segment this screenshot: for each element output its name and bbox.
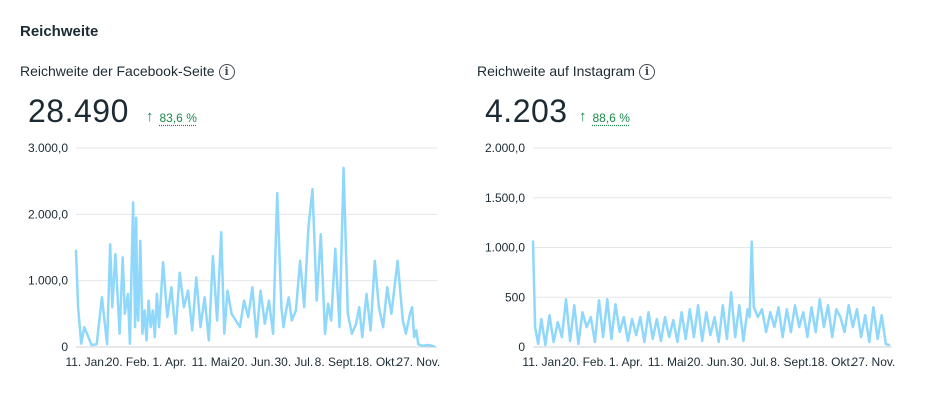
x-tick-label: 18. Okt. [811,355,853,369]
delta-badge: ↑ 88,6 % [579,108,630,126]
y-tick-label: 0 [518,340,525,354]
series-line[interactable] [531,240,891,347]
x-tick-label: 30. Jul. [730,355,769,369]
total-value: 4.203 [485,93,568,129]
panel-title-text: Reichweite der Facebook-Seite [20,63,215,79]
x-tick-label: 20. Jun. [687,355,730,369]
delta-percent[interactable]: 83,6 % [159,111,197,125]
arrow-up-icon: ↑ [579,108,587,125]
x-tick-label: 30. Jul. [274,355,313,369]
y-tick-label: 500 [505,290,525,304]
x-tick-label: 11. Mai [648,355,686,369]
x-tick-label: 11. Mai [192,355,230,369]
section-title: Reichweite [20,23,99,40]
x-tick-label: 20. Feb. [563,355,607,369]
y-tick-label: 3.000,0 [28,141,68,155]
series-line[interactable] [74,166,436,348]
x-tick-label: 8. Sept. [770,355,811,369]
x-tick-label: 27. Nov. [852,355,896,369]
y-tick-label: 2.000,0 [485,141,525,155]
y-tick-label: 1.000,0 [28,274,68,288]
info-icon[interactable]: i [638,64,655,80]
x-tick-label: 20. Feb. [106,355,150,369]
total-value: 28.490 [28,93,129,129]
y-tick-label: 0 [61,340,68,354]
x-tick-label: 1. Apr. [152,355,186,369]
arrow-up-icon: ↑ [146,108,154,125]
y-tick-label: 2.000,0 [28,207,68,221]
panel-title-text: Reichweite auf Instagram [477,63,635,79]
x-tick-label: 27. Nov. [396,355,440,369]
x-tick-label: 1. Apr. [609,355,643,369]
x-tick-label: 8. Sept. [315,355,356,369]
delta-badge: ↑ 83,6 % [146,108,197,126]
info-icon[interactable]: i [218,64,235,80]
panel-title: Reichweite der Facebook-Seite i [20,63,235,80]
x-tick-label: 11. Jan. [522,355,564,369]
x-tick-label: 18. Okt. [356,355,398,369]
panel-title: Reichweite auf Instagram i [477,63,655,80]
x-tick-label: 11. Jan. [65,355,107,369]
delta-percent[interactable]: 88,6 % [592,111,630,125]
y-tick-label: 1.000,0 [485,241,525,255]
x-tick-label: 20. Jun. [231,355,274,369]
y-tick-label: 1.500,0 [485,191,525,205]
